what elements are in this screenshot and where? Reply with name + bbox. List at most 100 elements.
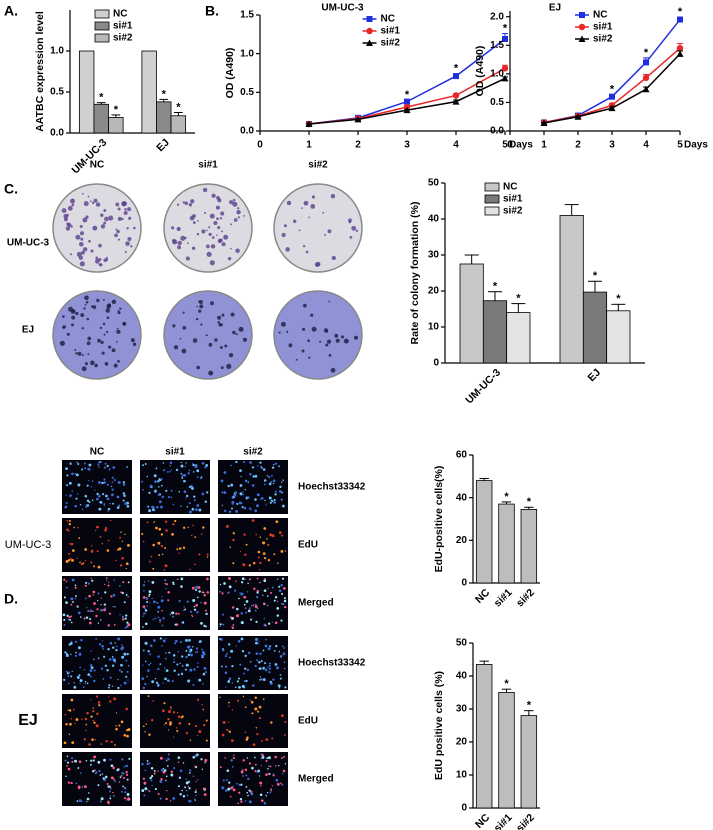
micrograph bbox=[140, 576, 210, 630]
colony bbox=[232, 201, 238, 207]
colony bbox=[95, 256, 99, 260]
bar bbox=[78, 50, 95, 134]
colony bbox=[71, 203, 75, 207]
cell bbox=[180, 672, 184, 676]
cell bbox=[193, 798, 196, 801]
cell bbox=[192, 524, 194, 527]
cell bbox=[68, 733, 71, 736]
cell bbox=[65, 580, 68, 583]
colony bbox=[87, 353, 90, 356]
point bbox=[643, 59, 649, 66]
cell bbox=[279, 673, 282, 676]
point bbox=[676, 44, 684, 52]
cell bbox=[119, 536, 122, 539]
cell bbox=[92, 719, 95, 722]
colony bbox=[191, 246, 196, 251]
cell bbox=[142, 596, 146, 599]
colony bbox=[301, 207, 303, 209]
cell bbox=[76, 605, 79, 607]
cell bbox=[119, 564, 123, 567]
cell bbox=[281, 603, 283, 605]
cell bbox=[97, 760, 101, 764]
cell bbox=[254, 763, 257, 766]
cell bbox=[95, 772, 97, 774]
cell bbox=[263, 589, 267, 593]
legend-label: si#1 bbox=[503, 194, 523, 205]
cell bbox=[193, 668, 196, 671]
cell bbox=[63, 678, 66, 682]
colony bbox=[98, 257, 102, 262]
legend-label: si#2 bbox=[381, 38, 401, 49]
cell bbox=[265, 504, 267, 506]
cell bbox=[122, 481, 126, 484]
point bbox=[540, 119, 548, 126]
cell bbox=[266, 475, 268, 477]
cell bbox=[195, 647, 199, 650]
cell bbox=[74, 597, 77, 600]
cell bbox=[228, 510, 232, 514]
cell bbox=[219, 590, 222, 593]
cell bbox=[79, 616, 82, 618]
cell bbox=[103, 503, 106, 505]
colony bbox=[235, 248, 240, 253]
cell bbox=[92, 594, 94, 596]
cell bbox=[221, 733, 225, 737]
cell bbox=[245, 543, 248, 546]
cell bbox=[256, 659, 259, 662]
cell bbox=[268, 662, 271, 665]
cell bbox=[243, 672, 245, 675]
cell bbox=[266, 604, 269, 607]
cell bbox=[176, 729, 179, 732]
cell bbox=[250, 509, 252, 511]
cell bbox=[194, 563, 196, 566]
x-tick-label: 0 bbox=[257, 140, 263, 151]
y-tick-label: 40 bbox=[456, 492, 468, 503]
x-tick-label: EJ bbox=[154, 136, 172, 154]
cell bbox=[266, 792, 269, 794]
colony bbox=[103, 333, 106, 336]
cell bbox=[76, 557, 79, 560]
cell bbox=[172, 711, 176, 714]
colony bbox=[98, 263, 101, 266]
cell bbox=[198, 553, 201, 556]
cell bbox=[97, 622, 100, 624]
y-axis-label: AATBC expression level bbox=[34, 11, 46, 132]
cell bbox=[172, 797, 176, 800]
colony bbox=[76, 251, 82, 257]
cell bbox=[142, 626, 144, 628]
colony bbox=[182, 311, 185, 314]
cell bbox=[259, 781, 263, 785]
cell bbox=[155, 526, 158, 530]
cell bbox=[192, 598, 196, 602]
cell bbox=[264, 577, 266, 580]
cell bbox=[200, 622, 203, 625]
colony bbox=[215, 205, 220, 210]
cell bbox=[237, 639, 241, 643]
cell bbox=[154, 617, 157, 620]
cell bbox=[172, 616, 174, 618]
cell bbox=[176, 663, 179, 666]
cell bbox=[226, 653, 228, 655]
colony bbox=[283, 224, 287, 228]
point bbox=[608, 104, 616, 112]
cell bbox=[247, 609, 251, 613]
cell bbox=[173, 669, 176, 672]
cell bbox=[83, 738, 86, 741]
colony bbox=[198, 309, 202, 313]
cell bbox=[273, 463, 275, 466]
colony bbox=[105, 308, 110, 313]
colony bbox=[90, 360, 95, 366]
cell bbox=[280, 534, 284, 537]
y-tick-label: 30 bbox=[456, 704, 468, 715]
cell bbox=[240, 475, 242, 478]
cell bbox=[169, 465, 171, 467]
cell bbox=[263, 617, 265, 620]
cell bbox=[87, 467, 91, 471]
cell bbox=[195, 780, 197, 783]
cell bbox=[102, 493, 105, 496]
cell bbox=[176, 548, 179, 551]
colony bbox=[103, 221, 107, 225]
cell bbox=[84, 597, 87, 600]
y-tick-label: 40 bbox=[428, 214, 440, 225]
cell bbox=[225, 686, 227, 688]
